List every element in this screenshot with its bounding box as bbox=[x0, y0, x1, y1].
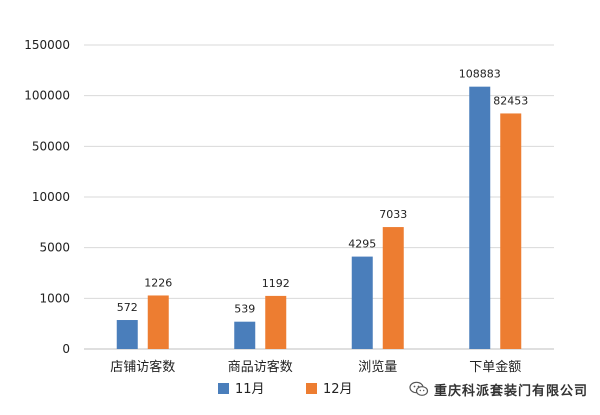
bar bbox=[382, 227, 404, 349]
data-label: 7033 bbox=[379, 208, 407, 221]
y-tick-label: 5000 bbox=[39, 241, 70, 255]
watermark: 重庆科派套装门有限公司 bbox=[409, 378, 588, 400]
legend-swatch bbox=[218, 383, 229, 394]
y-tick-label: 50000 bbox=[32, 139, 70, 153]
x-tick-label: 浏览量 bbox=[358, 359, 397, 375]
x-tick-label: 商品访客数 bbox=[228, 359, 293, 375]
x-tick-label: 下单金额 bbox=[469, 359, 521, 375]
legend-label: 12月 bbox=[323, 382, 353, 397]
y-tick-label: 150000 bbox=[24, 38, 70, 52]
y-tick-label: 0 bbox=[62, 342, 70, 356]
data-label: 108883 bbox=[459, 68, 501, 81]
bar bbox=[351, 256, 373, 349]
legend-label: 11月 bbox=[235, 382, 265, 397]
wechat-icon bbox=[409, 381, 429, 396]
data-label: 82453 bbox=[493, 94, 528, 107]
legend: 11月 12月 bbox=[218, 382, 353, 397]
bar bbox=[469, 86, 491, 350]
bar bbox=[116, 320, 138, 349]
y-tick-label: 10000 bbox=[32, 190, 70, 204]
watermark-text: 重庆科派套装门有限公司 bbox=[433, 383, 588, 399]
data-label: 1192 bbox=[262, 277, 290, 290]
bar bbox=[500, 113, 522, 349]
y-tick-label: 1000 bbox=[39, 291, 70, 305]
data-label: 1226 bbox=[144, 276, 172, 289]
data-label: 539 bbox=[234, 303, 255, 316]
data-label: 572 bbox=[117, 301, 138, 314]
y-tick-label: 100000 bbox=[24, 89, 70, 103]
data-labels: 572 1226 539 1192 4295 7033 108883 82453 bbox=[117, 68, 529, 316]
legend-swatch bbox=[306, 383, 317, 394]
y-axis-ticks: 0 1000 5000 10000 50000 100000 150000 bbox=[24, 38, 70, 356]
x-axis-ticks: 店铺访客数 商品访客数 浏览量 下单金额 bbox=[110, 359, 521, 375]
bar bbox=[147, 295, 169, 349]
bar-marks bbox=[116, 86, 522, 350]
data-label: 4295 bbox=[348, 238, 376, 251]
x-tick-label: 店铺访客数 bbox=[110, 359, 175, 375]
bar bbox=[265, 295, 287, 349]
bar bbox=[234, 321, 256, 349]
